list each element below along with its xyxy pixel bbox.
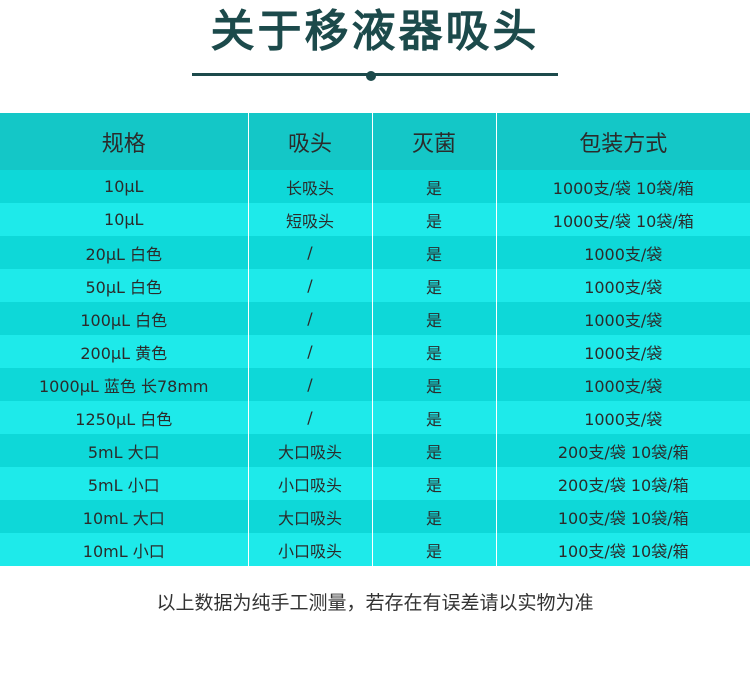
cell-sterilized: 是 xyxy=(371,236,496,269)
cell-spec: 10mL 大口 xyxy=(0,500,248,533)
cell-tip: 大口吸头 xyxy=(247,434,372,467)
cell-spec: 10μL xyxy=(0,170,248,203)
cell-spec: 1000μL 蓝色 长78mm xyxy=(0,368,248,401)
header-sterilized: 灭菌 xyxy=(371,113,496,170)
cell-tip: / xyxy=(247,302,372,335)
table-row: 100μL 白色 / 是 1000支/袋 xyxy=(0,302,750,335)
cell-spec: 1250μL 白色 xyxy=(0,401,248,434)
cell-packaging: 200支/袋 10袋/箱 xyxy=(495,434,750,467)
cell-packaging: 1000支/袋 xyxy=(495,368,750,401)
header-spec: 规格 xyxy=(0,113,248,170)
header-packaging: 包装方式 xyxy=(495,113,750,170)
cell-tip: / xyxy=(247,401,372,434)
cell-sterilized: 是 xyxy=(371,434,496,467)
cell-sterilized: 是 xyxy=(371,467,496,500)
cell-spec: 10μL xyxy=(0,203,248,236)
page-title: 关于移液器吸头 xyxy=(210,6,540,57)
cell-packaging: 1000支/袋 xyxy=(495,302,750,335)
cell-sterilized: 是 xyxy=(371,335,496,368)
cell-packaging: 1000支/袋 xyxy=(495,335,750,368)
measurement-disclaimer: 以上数据为纯手工测量，若存在有误差请以实物为准 xyxy=(156,592,594,614)
table-row: 5mL 大口 大口吸头 是 200支/袋 10袋/箱 xyxy=(0,434,750,467)
header-tip: 吸头 xyxy=(247,113,372,170)
cell-packaging: 1000支/袋 xyxy=(495,236,750,269)
cell-sterilized: 是 xyxy=(371,269,496,302)
table-row: 20μL 白色 / 是 1000支/袋 xyxy=(0,236,750,269)
table-row: 1000μL 蓝色 长78mm / 是 1000支/袋 xyxy=(0,368,750,401)
cell-tip: 长吸头 xyxy=(247,170,372,203)
cell-tip: 小口吸头 xyxy=(247,467,372,500)
table-row: 10μL 长吸头 是 1000支/袋 10袋/箱 xyxy=(0,170,750,203)
cell-sterilized: 是 xyxy=(371,533,496,566)
cell-packaging: 1000支/袋 10袋/箱 xyxy=(495,170,750,203)
cell-tip: / xyxy=(247,269,372,302)
cell-sterilized: 是 xyxy=(371,170,496,203)
cell-sterilized: 是 xyxy=(371,500,496,533)
cell-tip: 大口吸头 xyxy=(247,500,372,533)
table-header-row: 规格 吸头 灭菌 包装方式 xyxy=(0,113,750,170)
cell-spec: 10mL 小口 xyxy=(0,533,248,566)
title-underline-dot xyxy=(366,71,376,81)
cell-packaging: 1000支/袋 10袋/箱 xyxy=(495,203,750,236)
cell-spec: 100μL 白色 xyxy=(0,302,248,335)
cell-tip: / xyxy=(247,368,372,401)
table-row: 50μL 白色 / 是 1000支/袋 xyxy=(0,269,750,302)
cell-tip: 小口吸头 xyxy=(247,533,372,566)
cell-spec: 20μL 白色 xyxy=(0,236,248,269)
cell-spec: 5mL 大口 xyxy=(0,434,248,467)
table-row: 10μL 短吸头 是 1000支/袋 10袋/箱 xyxy=(0,203,750,236)
cell-packaging: 200支/袋 10袋/箱 xyxy=(495,467,750,500)
cell-sterilized: 是 xyxy=(371,203,496,236)
cell-tip: 短吸头 xyxy=(247,203,372,236)
spec-table: 规格 吸头 灭菌 包装方式 10μL 长吸头 是 1000支/袋 10袋/箱 1… xyxy=(0,113,750,566)
cell-packaging: 100支/袋 10袋/箱 xyxy=(495,533,750,566)
table-row: 10mL 小口 小口吸头 是 100支/袋 10袋/箱 xyxy=(0,533,750,566)
cell-sterilized: 是 xyxy=(371,302,496,335)
cell-spec: 50μL 白色 xyxy=(0,269,248,302)
table-row: 5mL 小口 小口吸头 是 200支/袋 10袋/箱 xyxy=(0,467,750,500)
table-row: 200μL 黄色 / 是 1000支/袋 xyxy=(0,335,750,368)
cell-tip: / xyxy=(247,236,372,269)
table-row: 1250μL 白色 / 是 1000支/袋 xyxy=(0,401,750,434)
cell-packaging: 1000支/袋 xyxy=(495,269,750,302)
cell-spec: 5mL 小口 xyxy=(0,467,248,500)
cell-sterilized: 是 xyxy=(371,401,496,434)
table-row: 10mL 大口 大口吸头 是 100支/袋 10袋/箱 xyxy=(0,500,750,533)
cell-tip: / xyxy=(247,335,372,368)
cell-spec: 200μL 黄色 xyxy=(0,335,248,368)
cell-sterilized: 是 xyxy=(371,368,496,401)
cell-packaging: 1000支/袋 xyxy=(495,401,750,434)
cell-packaging: 100支/袋 10袋/箱 xyxy=(495,500,750,533)
